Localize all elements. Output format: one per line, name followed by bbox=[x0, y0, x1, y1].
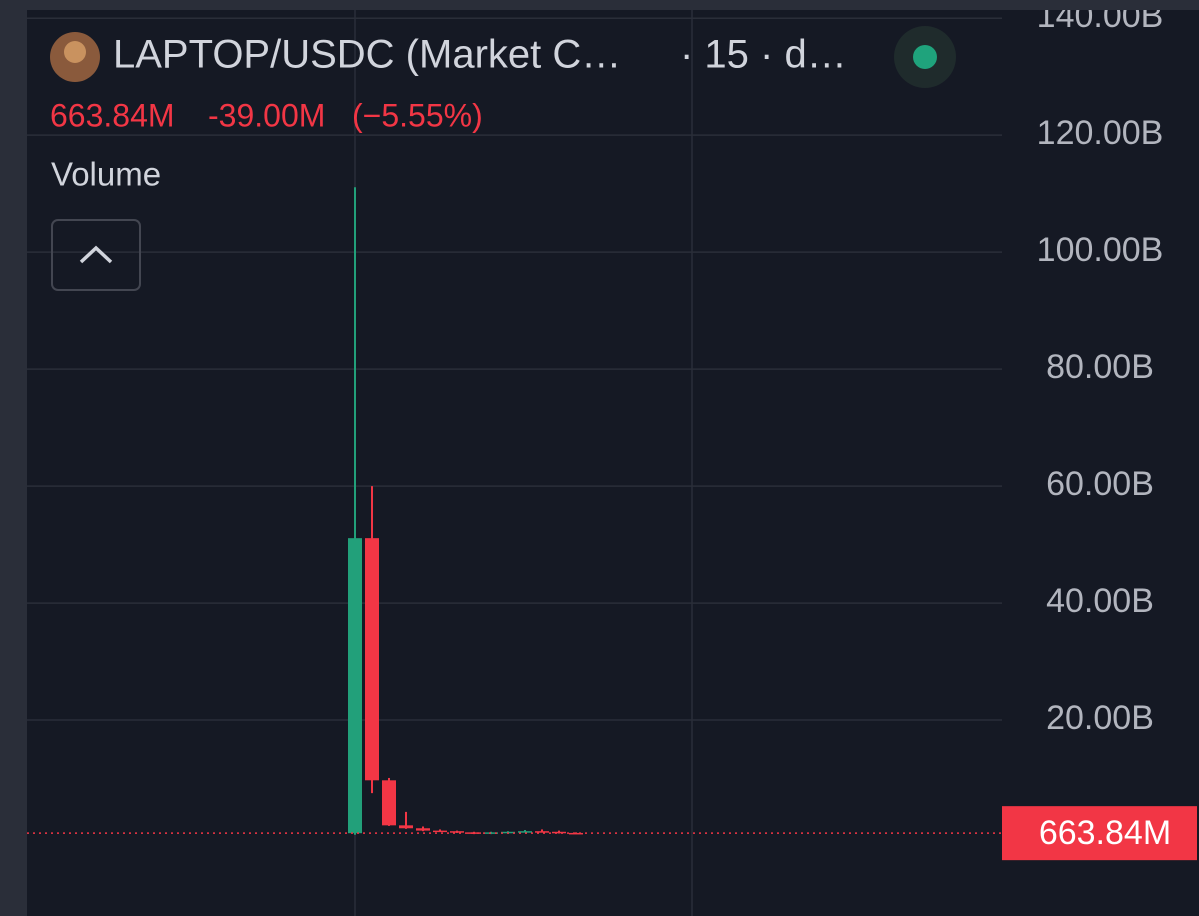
price-tag-label: 663.84M bbox=[1039, 814, 1171, 852]
candle-body bbox=[416, 828, 430, 831]
header-price: 663.84M bbox=[50, 97, 175, 133]
header-change: -39.00M bbox=[208, 97, 325, 133]
candle-body bbox=[552, 831, 566, 834]
candle-body bbox=[467, 832, 481, 834]
avatar-face bbox=[64, 41, 86, 63]
status-dot bbox=[913, 45, 937, 69]
price-tag bbox=[1002, 806, 1197, 861]
interval: · 15 · d… bbox=[680, 33, 847, 77]
candle-body bbox=[484, 832, 498, 834]
candle-body bbox=[569, 832, 583, 835]
candle-body bbox=[399, 825, 413, 829]
candle-body bbox=[450, 831, 464, 833]
chevron-icon bbox=[79, 245, 113, 264]
candle-body bbox=[365, 538, 379, 781]
collapse-button[interactable] bbox=[51, 219, 141, 291]
top-bar bbox=[0, 0, 1199, 10]
y-tick-label: 80.00B bbox=[1046, 348, 1154, 386]
y-tick-label: 40.00B bbox=[1046, 582, 1154, 620]
candle-body bbox=[382, 780, 396, 826]
y-tick-label: 100.00B bbox=[1037, 231, 1164, 269]
y-tick-label: 120.00B bbox=[1037, 114, 1164, 152]
y-tick-label: 20.00B bbox=[1046, 699, 1154, 737]
candle-body bbox=[433, 830, 447, 833]
candle-body bbox=[535, 831, 549, 833]
y-tick-label: 60.00B bbox=[1046, 465, 1154, 503]
left-bar bbox=[0, 0, 27, 916]
candle-body bbox=[518, 831, 532, 833]
plot-area: 20.00B40.00B60.00B80.00B100.00B120.00B14… bbox=[27, 0, 1197, 916]
candle-body bbox=[348, 538, 362, 834]
legend-volume: Volume bbox=[51, 156, 161, 193]
chart-title: LAPTOP/USDC (Market C… bbox=[113, 33, 621, 77]
header-change-pct: (−5.55%) bbox=[352, 97, 483, 133]
